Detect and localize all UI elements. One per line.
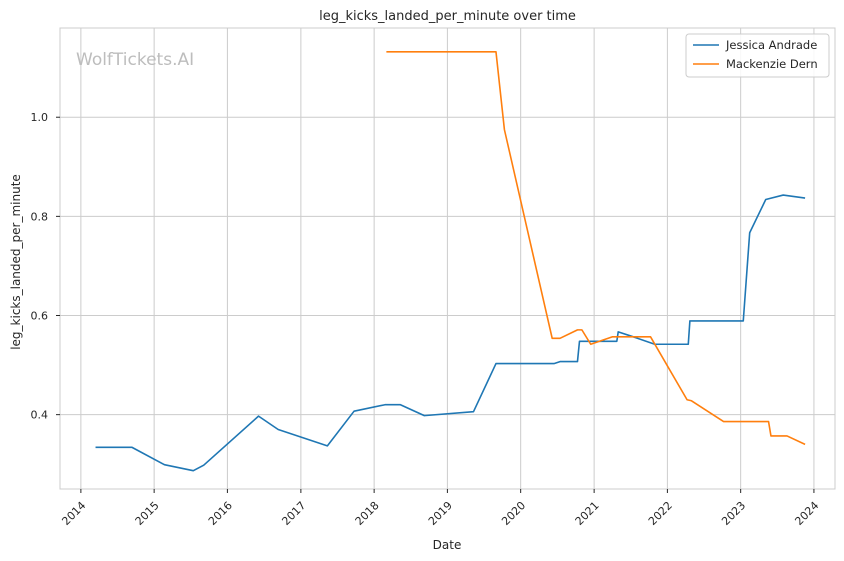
legend-label-mackenzie-dern: Mackenzie Dern (726, 57, 818, 71)
y-tick-label: 1.0 (31, 111, 49, 124)
legend-label-jessica-andrade: Jessica Andrade (725, 38, 817, 52)
legend-box (685, 33, 830, 78)
y-tick-label: 0.4 (31, 409, 49, 422)
chart-title: leg_kicks_landed_per_minute over time (319, 9, 576, 24)
y-tick-label: 0.8 (31, 210, 49, 223)
y-tick-label: 0.6 (31, 310, 49, 323)
legend: Jessica Andrade Mackenzie Dern (685, 33, 830, 78)
x-axis-label: Date (433, 538, 462, 552)
series-line-jessica-andrade (95, 194, 806, 472)
series-layer (95, 50, 806, 472)
series-line-mackenzie-dern (386, 50, 806, 446)
grid-layer (60, 28, 835, 489)
y-axis-label: leg_kicks_landed_per_minute (9, 174, 23, 350)
watermark-text: WolfTickets.AI (76, 50, 194, 70)
